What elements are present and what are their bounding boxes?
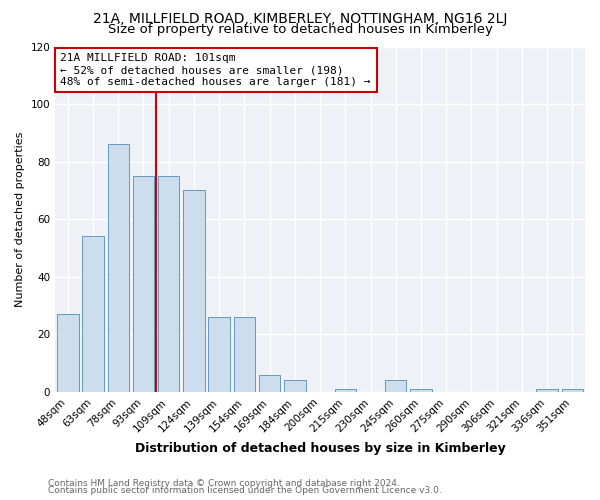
Bar xyxy=(536,389,558,392)
Bar xyxy=(208,317,230,392)
Text: 21A, MILLFIELD ROAD, KIMBERLEY, NOTTINGHAM, NG16 2LJ: 21A, MILLFIELD ROAD, KIMBERLEY, NOTTINGH… xyxy=(93,12,507,26)
Bar xyxy=(385,380,406,392)
Bar xyxy=(410,389,432,392)
Bar xyxy=(562,389,583,392)
Bar xyxy=(233,317,255,392)
Bar xyxy=(259,374,280,392)
Text: Contains public sector information licensed under the Open Government Licence v3: Contains public sector information licen… xyxy=(48,486,442,495)
Text: Size of property relative to detached houses in Kimberley: Size of property relative to detached ho… xyxy=(107,22,493,36)
X-axis label: Distribution of detached houses by size in Kimberley: Distribution of detached houses by size … xyxy=(135,442,505,455)
Bar xyxy=(183,190,205,392)
Bar xyxy=(284,380,305,392)
Text: 21A MILLFIELD ROAD: 101sqm
← 52% of detached houses are smaller (198)
48% of sem: 21A MILLFIELD ROAD: 101sqm ← 52% of deta… xyxy=(61,54,371,86)
Bar xyxy=(158,176,179,392)
Bar xyxy=(82,236,104,392)
Bar xyxy=(57,314,79,392)
Bar xyxy=(107,144,129,392)
Text: Contains HM Land Registry data © Crown copyright and database right 2024.: Contains HM Land Registry data © Crown c… xyxy=(48,478,400,488)
Bar xyxy=(335,389,356,392)
Y-axis label: Number of detached properties: Number of detached properties xyxy=(15,132,25,307)
Bar xyxy=(133,176,154,392)
